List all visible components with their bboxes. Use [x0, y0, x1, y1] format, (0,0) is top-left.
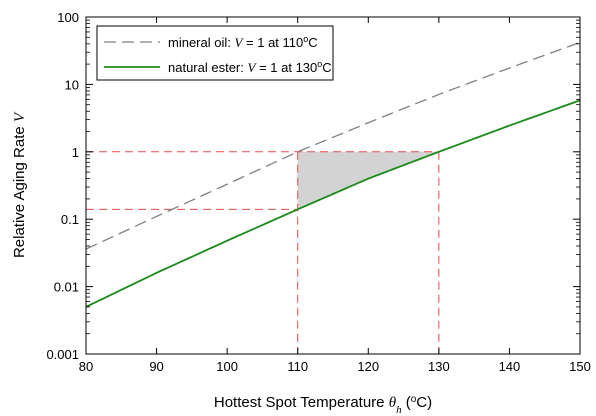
- x-tick-label: 90: [149, 359, 163, 374]
- x-tick-label: 150: [569, 359, 591, 374]
- shaded-area: [297, 151, 439, 210]
- shaded-region-layer: [297, 151, 439, 210]
- x-tick-label: 80: [79, 359, 93, 374]
- x-tick-label: 140: [499, 359, 521, 374]
- x-axis-title: Hottest Spot Temperature θh (oC): [214, 394, 432, 416]
- x-tick-label: 120: [357, 359, 379, 374]
- legend: mineral oil: V = 1 at 110oC natural este…: [96, 25, 334, 81]
- reference-lines-layer: [86, 151, 440, 354]
- y-tick-label: 1: [72, 145, 79, 160]
- series-layer: [85, 41, 581, 308]
- series-line-mineral-oil: [85, 41, 581, 250]
- series-line-natural-ester: [85, 99, 581, 308]
- plot-frame: [85, 16, 581, 355]
- x-tick-label: 130: [428, 359, 450, 374]
- legend-label-natural-ester: natural ester: V = 1 at 130oC: [168, 59, 332, 75]
- legend-label-mineral-oil: mineral oil: V = 1 at 110oC: [168, 34, 318, 50]
- y-tick-label: 0.1: [61, 212, 79, 227]
- y-tick-label: 0.01: [54, 280, 79, 295]
- y-tick-label: 0.001: [46, 347, 79, 362]
- y-tick-label: 10: [65, 77, 79, 92]
- x-tick-label: 100: [216, 359, 238, 374]
- legend-box: [96, 25, 334, 81]
- y-axis-title: Relative Aging Rate V: [11, 111, 28, 258]
- x-tick-label: 110: [287, 359, 308, 374]
- y-tick-label: 100: [57, 10, 79, 25]
